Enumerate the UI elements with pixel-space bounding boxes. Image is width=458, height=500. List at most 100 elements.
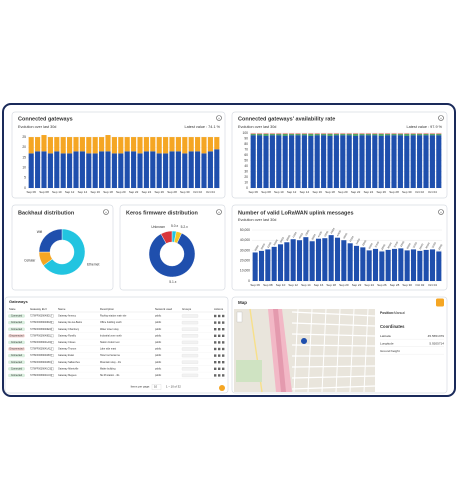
bar <box>365 135 371 188</box>
bar <box>308 134 314 136</box>
value-label: 39000 <box>312 233 317 240</box>
value-label: 28000 <box>255 245 260 252</box>
panel-title: Number of valid LoRaWAN uplink messages <box>238 210 354 216</box>
action-icon[interactable] <box>218 321 221 324</box>
groups-field <box>181 347 199 351</box>
y-tick-label: 50 <box>244 158 248 162</box>
value-label: 34500 <box>356 238 361 245</box>
bar <box>322 238 328 281</box>
bar <box>295 134 301 136</box>
state: Connected <box>11 341 23 344</box>
copy-icon <box>50 321 54 324</box>
bar <box>372 133 378 135</box>
bar <box>378 134 384 136</box>
x-tick-label: Sep 30 <box>402 190 412 194</box>
cell: public <box>155 315 162 318</box>
x-tick-label: Sep 16 <box>90 190 100 194</box>
state-pill <box>8 347 25 351</box>
action-icon[interactable] <box>218 354 221 357</box>
action-icon[interactable] <box>218 374 221 377</box>
page-size[interactable] <box>151 384 162 390</box>
action-icon[interactable] <box>222 367 225 370</box>
action-icon[interactable] <box>218 347 221 351</box>
bar <box>404 135 410 188</box>
copy-icon <box>50 341 54 344</box>
bar <box>188 151 194 188</box>
map-marker <box>301 337 308 350</box>
action-icon[interactable] <box>222 341 225 344</box>
cell: Ski lift station - 4G <box>100 374 120 377</box>
action-icon[interactable] <box>214 354 217 357</box>
y-tick-label: 5 <box>24 176 26 180</box>
state: Connected <box>11 321 23 324</box>
field-value: 5.9205714 <box>429 341 444 345</box>
field-label: Ground height <box>380 349 400 353</box>
action-icon[interactable] <box>222 314 225 318</box>
action-icon[interactable] <box>222 374 225 377</box>
bar <box>429 133 435 135</box>
bar <box>301 133 307 135</box>
action-icon[interactable] <box>222 347 225 351</box>
state: Disconnected <box>10 348 25 351</box>
bar <box>359 135 365 188</box>
value-label: 32000 <box>400 241 405 248</box>
action-icon[interactable] <box>218 341 221 344</box>
bar <box>263 134 269 136</box>
action-icon[interactable] <box>214 347 217 351</box>
action-icon[interactable] <box>218 367 221 370</box>
y-tick-label: 90 <box>244 136 248 140</box>
action-icon[interactable] <box>214 367 217 370</box>
cell: public <box>155 341 162 344</box>
cell: public <box>155 367 162 370</box>
action-icon[interactable] <box>222 334 225 337</box>
cell: 7276FF0039041B07 <box>30 354 52 357</box>
action-icon[interactable] <box>222 328 225 331</box>
y-tick-label: 10,000 <box>240 269 250 273</box>
fab[interactable] <box>219 385 225 391</box>
bar <box>131 137 137 152</box>
y-tick-label: 25 <box>22 135 26 139</box>
bar <box>137 137 143 154</box>
bar <box>410 249 417 281</box>
zoom-control[interactable] <box>236 311 243 323</box>
action-icon[interactable] <box>214 334 217 337</box>
bar <box>372 135 378 188</box>
action-icon[interactable] <box>222 354 225 357</box>
road <box>363 308 369 393</box>
action-icon[interactable] <box>218 361 221 364</box>
value-label: 37000 <box>350 235 355 242</box>
value-label: 29500 <box>261 243 266 250</box>
action-icon[interactable] <box>214 328 217 331</box>
action-icon[interactable] <box>222 321 225 324</box>
action-icon[interactable] <box>218 328 221 331</box>
action-icon[interactable] <box>222 361 225 364</box>
action-icon[interactable] <box>214 361 217 364</box>
column-header: Description <box>100 307 114 311</box>
bar <box>175 137 181 152</box>
value-label: 41000 <box>293 231 298 238</box>
map-button[interactable] <box>436 298 444 307</box>
groups-field <box>181 373 199 378</box>
bar <box>282 134 288 136</box>
action-icon[interactable] <box>214 374 217 377</box>
x-tick-label: Sep 26 <box>154 190 164 194</box>
y-tick-label: 30 <box>244 169 248 173</box>
action-icon[interactable] <box>218 334 221 337</box>
x-tick-label: Sep 08 <box>261 190 271 194</box>
slice-label: Cellular <box>24 259 36 263</box>
action-icon[interactable] <box>214 321 217 324</box>
x-tick-label: Oct 04 <box>428 283 437 287</box>
bar <box>163 137 169 154</box>
cell: Gateway Albertville <box>58 367 79 370</box>
bar <box>41 135 47 152</box>
bar <box>86 153 92 188</box>
action-icon[interactable] <box>214 314 217 318</box>
bar <box>143 137 149 152</box>
action-icon[interactable] <box>218 314 221 318</box>
cell: Gateway Megeve <box>58 374 77 377</box>
x-tick-label: Sep 20 <box>338 190 348 194</box>
x-tick-label: Sep 06 <box>248 190 258 194</box>
x-tick-label: Sep 10 <box>274 190 284 194</box>
action-icon[interactable] <box>214 341 217 344</box>
x-tick-label: Sep 08 <box>39 190 49 194</box>
